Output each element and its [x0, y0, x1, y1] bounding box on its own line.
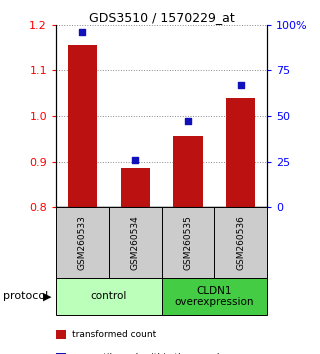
- Bar: [226, 98, 255, 207]
- Title: GDS3510 / 1570229_at: GDS3510 / 1570229_at: [89, 11, 235, 24]
- Bar: [121, 169, 150, 207]
- Bar: [173, 136, 203, 207]
- Bar: [68, 45, 97, 207]
- Text: GSM260536: GSM260536: [236, 215, 245, 270]
- Text: GSM260533: GSM260533: [78, 215, 87, 270]
- Text: ▶: ▶: [43, 291, 52, 302]
- Text: GSM260534: GSM260534: [131, 215, 140, 270]
- Point: [133, 157, 138, 162]
- Text: control: control: [91, 291, 127, 302]
- Point: [80, 29, 85, 35]
- Text: percentile rank within the sample: percentile rank within the sample: [72, 353, 225, 354]
- Point: [186, 119, 191, 124]
- Text: transformed count: transformed count: [72, 330, 156, 339]
- Text: protocol: protocol: [3, 291, 48, 302]
- Point: [238, 82, 244, 88]
- Text: GSM260535: GSM260535: [183, 215, 193, 270]
- Text: CLDN1
overexpression: CLDN1 overexpression: [175, 286, 254, 307]
